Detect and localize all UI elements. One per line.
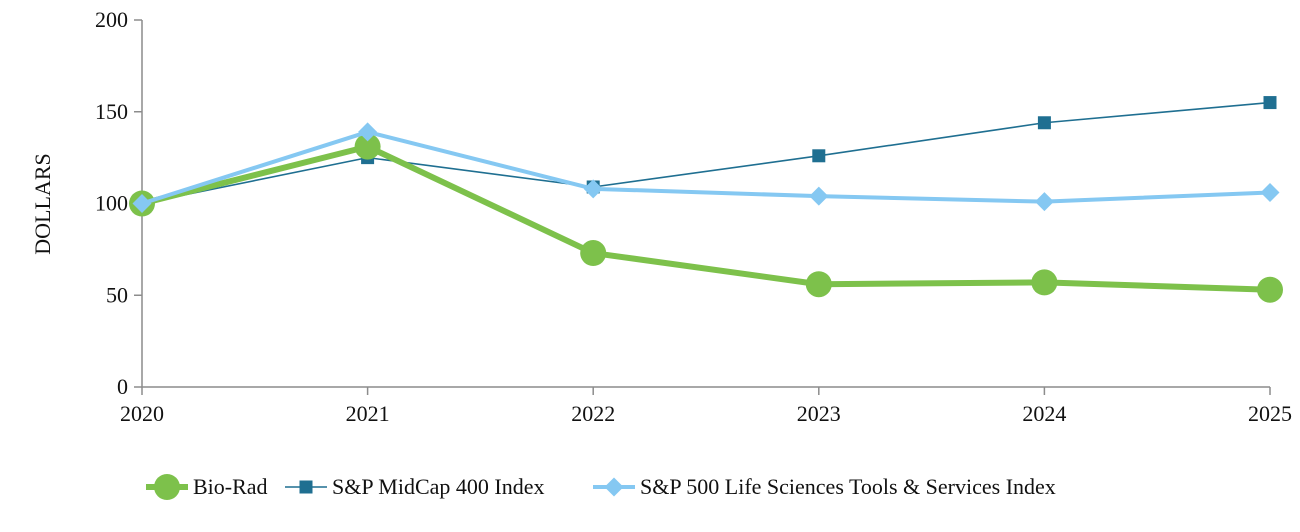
data-point-square bbox=[812, 149, 826, 163]
y-tick-label: 100 bbox=[95, 191, 128, 216]
data-point-circle bbox=[1257, 276, 1283, 303]
x-tick-label: 2023 bbox=[797, 401, 841, 426]
x-tick-label: 2025 bbox=[1248, 401, 1292, 426]
data-point-diamond bbox=[1260, 182, 1280, 202]
data-point-square bbox=[1263, 96, 1277, 110]
data-point-circle bbox=[1031, 269, 1058, 296]
data-point-diamond bbox=[809, 186, 829, 206]
legend-marker bbox=[299, 480, 313, 494]
x-tick-label: 2021 bbox=[346, 401, 390, 426]
legend-label: S&P MidCap 400 Index bbox=[332, 474, 544, 499]
legend-label: S&P 500 Life Sciences Tools & Services I… bbox=[640, 474, 1056, 499]
data-point-square bbox=[1037, 116, 1051, 130]
axes: 0 50 100 150 200 2020 2021 2022 2023 2024 2025 bbox=[95, 7, 1292, 426]
legend-marker bbox=[604, 477, 624, 497]
series-line-circle bbox=[139, 143, 1273, 293]
y-tick-label: 200 bbox=[95, 7, 128, 32]
series-line-square bbox=[141, 101, 1271, 205]
series-layer bbox=[129, 96, 1283, 303]
x-tick-label: 2024 bbox=[1022, 401, 1066, 426]
legend-marker bbox=[154, 474, 180, 500]
legend: Bio-Rad S&P MidCap 400 Index S&P 500 Life … bbox=[146, 474, 1056, 500]
data-point-diamond bbox=[1034, 192, 1054, 212]
data-point-circle bbox=[354, 133, 381, 160]
x-tick-label: 2022 bbox=[571, 401, 615, 426]
data-point-diamond bbox=[358, 122, 378, 142]
data-point-diamond bbox=[583, 179, 603, 199]
series-line-diamond bbox=[140, 129, 1272, 206]
y-axis-title: DOLLARS bbox=[30, 153, 55, 254]
legend-label: Bio-Rad bbox=[193, 474, 268, 499]
x-tick-label: 2020 bbox=[120, 401, 164, 426]
data-point-circle bbox=[580, 240, 607, 267]
y-tick-label: 150 bbox=[95, 99, 128, 124]
data-point-circle bbox=[805, 271, 832, 298]
y-tick-label: 50 bbox=[106, 282, 128, 307]
y-tick-label: 0 bbox=[117, 374, 128, 399]
data-point-diamond bbox=[132, 194, 152, 213]
